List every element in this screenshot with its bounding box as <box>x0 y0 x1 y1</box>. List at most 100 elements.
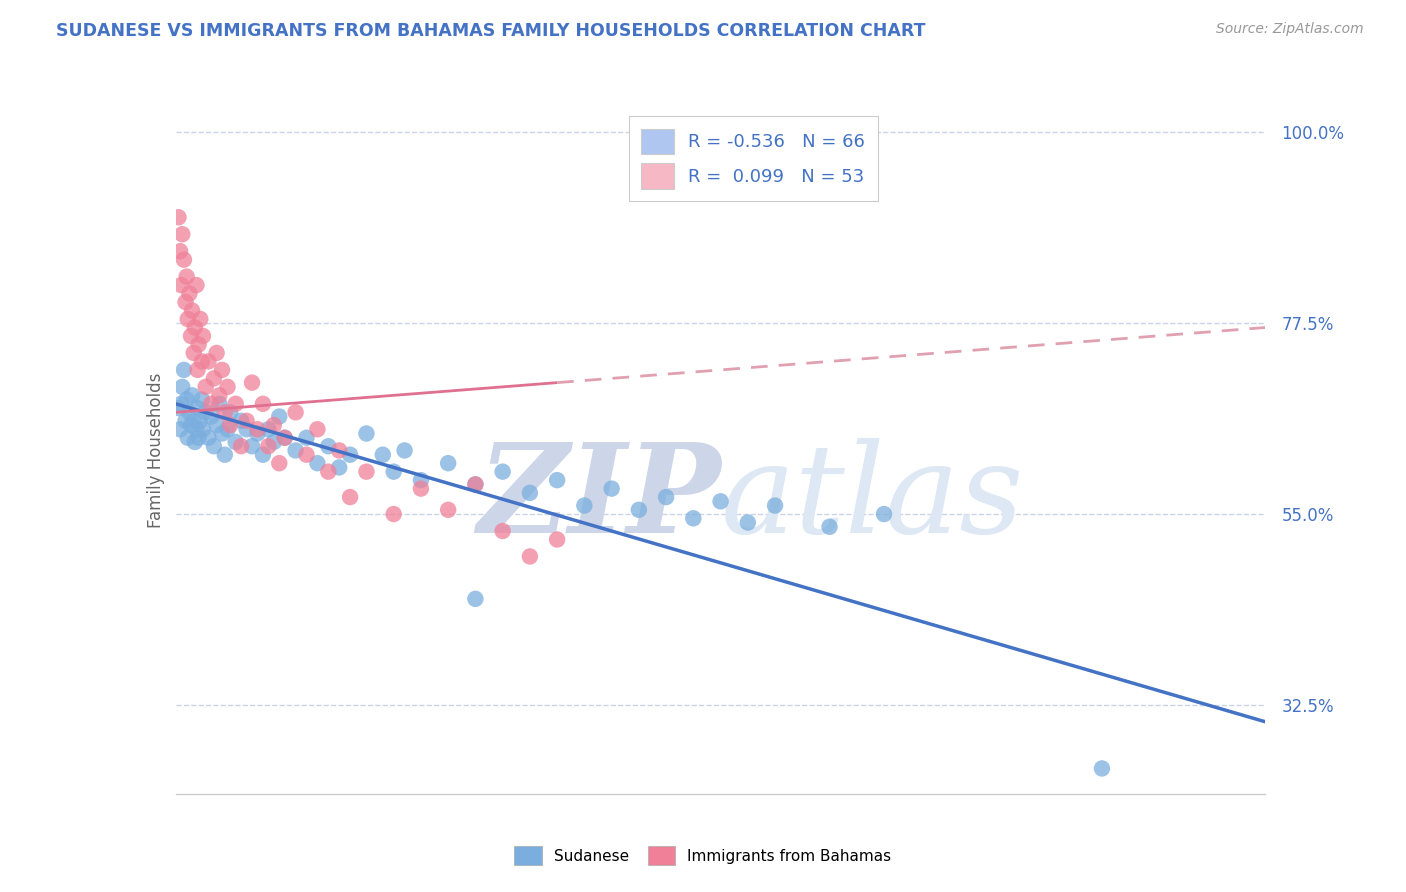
Point <box>183 346 205 360</box>
Point <box>437 503 460 517</box>
Text: ZIP: ZIP <box>477 438 721 559</box>
Point <box>269 456 291 470</box>
Point <box>269 409 291 424</box>
Point <box>382 465 405 479</box>
Point <box>169 422 191 436</box>
Point <box>339 448 361 462</box>
Point <box>186 401 209 415</box>
Point <box>737 516 759 530</box>
Point <box>181 388 204 402</box>
Point <box>382 507 405 521</box>
Point <box>295 431 318 445</box>
Point <box>205 417 228 432</box>
Point <box>194 380 217 394</box>
Point <box>356 465 378 479</box>
Point <box>246 426 269 441</box>
Point <box>600 482 623 496</box>
Point <box>217 422 239 436</box>
Point <box>231 414 253 428</box>
Point <box>339 490 361 504</box>
Point <box>284 443 307 458</box>
Point <box>167 211 190 225</box>
Point <box>219 417 242 432</box>
Point <box>179 405 201 419</box>
Point <box>173 252 195 267</box>
Point <box>187 337 209 351</box>
Point <box>214 405 236 419</box>
Point <box>176 269 198 284</box>
Legend: R = -0.536   N = 66, R =  0.099   N = 53: R = -0.536 N = 66, R = 0.099 N = 53 <box>628 116 877 202</box>
Point <box>873 507 896 521</box>
Point <box>194 405 217 419</box>
Point <box>409 473 432 487</box>
Point <box>214 448 236 462</box>
Point <box>219 405 242 419</box>
Point <box>177 312 200 326</box>
Point <box>186 363 209 377</box>
Point <box>246 422 269 436</box>
Point <box>177 431 200 445</box>
Point <box>464 477 486 491</box>
Point <box>217 380 239 394</box>
Point <box>519 486 541 500</box>
Point <box>184 434 207 449</box>
Point <box>167 401 190 415</box>
Point <box>318 439 340 453</box>
Point <box>197 431 219 445</box>
Point <box>191 422 214 436</box>
Point <box>682 511 704 525</box>
Text: atlas: atlas <box>721 438 1024 559</box>
Point <box>627 503 650 517</box>
Point <box>179 286 201 301</box>
Point <box>225 397 247 411</box>
Point <box>274 431 297 445</box>
Point <box>437 456 460 470</box>
Point <box>186 278 208 293</box>
Point <box>295 448 318 462</box>
Point <box>257 422 280 436</box>
Point <box>235 414 257 428</box>
Point <box>231 439 253 453</box>
Point <box>176 392 198 407</box>
Point <box>546 473 568 487</box>
Point <box>200 397 222 411</box>
Point <box>172 380 194 394</box>
Point <box>307 456 329 470</box>
Point <box>174 414 197 428</box>
Point <box>202 371 225 385</box>
Point <box>225 434 247 449</box>
Point <box>763 499 786 513</box>
Point <box>197 354 219 368</box>
Point <box>252 448 274 462</box>
Point <box>1091 761 1114 775</box>
Point <box>211 426 233 441</box>
Point <box>710 494 733 508</box>
Point <box>170 278 193 293</box>
Point <box>169 244 191 259</box>
Y-axis label: Family Households: Family Households <box>146 373 165 528</box>
Point <box>328 443 350 458</box>
Point <box>574 499 596 513</box>
Point <box>257 439 280 453</box>
Point <box>170 397 193 411</box>
Point <box>235 422 257 436</box>
Point <box>356 426 378 441</box>
Point <box>172 227 194 242</box>
Point <box>187 431 209 445</box>
Point <box>188 312 211 326</box>
Point <box>307 422 329 436</box>
Point <box>240 376 263 390</box>
Point <box>240 439 263 453</box>
Point <box>284 405 307 419</box>
Point <box>263 434 285 449</box>
Point <box>274 431 297 445</box>
Point <box>188 414 211 428</box>
Point <box>492 524 515 538</box>
Point <box>492 465 515 479</box>
Point <box>464 477 486 491</box>
Point <box>211 363 233 377</box>
Point <box>818 520 841 534</box>
Point <box>191 392 214 407</box>
Point <box>202 439 225 453</box>
Point <box>208 397 231 411</box>
